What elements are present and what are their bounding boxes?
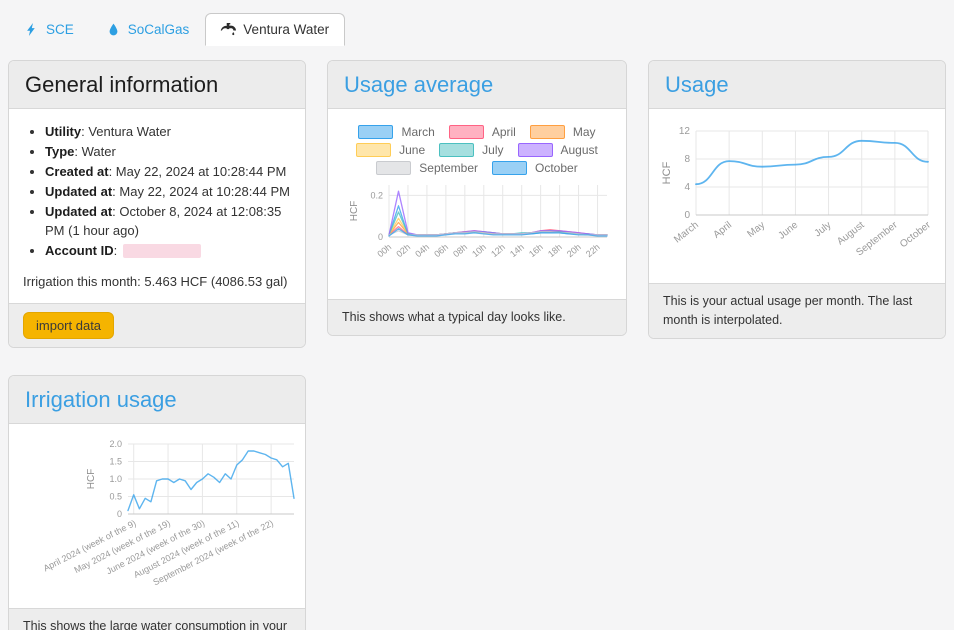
tab-label: Ventura Water xyxy=(243,22,330,37)
legend-item-october[interactable]: October xyxy=(492,161,578,176)
info-field-updated-at: Updated at: October 8, 2024 at 12:08:35 … xyxy=(45,203,291,240)
svg-text:12h: 12h xyxy=(489,242,507,259)
svg-text:March: March xyxy=(672,220,701,246)
general-info-header: General information xyxy=(9,61,305,110)
legend-row: June July August xyxy=(356,143,598,158)
utility-tabs: SCE SoCalGas Ventura Water xyxy=(0,0,954,46)
legend-item-august[interactable]: August xyxy=(517,143,598,158)
general-info-body: Utility: Ventura Water Type: Water Created… xyxy=(9,109,305,303)
irrigation-month-note: Irrigation this month: 5.463 HCF (4086.5… xyxy=(23,273,288,289)
svg-text:July: July xyxy=(813,220,834,240)
legend-item-april[interactable]: April xyxy=(448,125,516,140)
svg-text:18h: 18h xyxy=(546,242,564,259)
svg-text:April: April xyxy=(711,220,734,241)
svg-text:04h: 04h xyxy=(413,242,431,259)
legend-item-september[interactable]: September xyxy=(376,161,478,176)
svg-text:4: 4 xyxy=(684,182,690,193)
legend-swatch-may xyxy=(529,125,565,140)
legend-swatch-march xyxy=(358,125,394,140)
general-info-list: Utility: Ventura Water Type: Water Created… xyxy=(23,123,291,260)
usage-average-footer: This shows what a typical day looks like… xyxy=(328,299,626,336)
usage-title: Usage xyxy=(665,72,729,97)
legend-swatch-september xyxy=(376,161,412,176)
irrigation-header: Irrigation usage xyxy=(9,375,305,425)
tab-label: SCE xyxy=(46,22,74,37)
irrigation-footer: This shows the large water consumption i… xyxy=(9,608,305,630)
usage-header: Usage xyxy=(649,61,945,110)
svg-text:June: June xyxy=(776,220,800,242)
tab-socalgas[interactable]: SoCalGas xyxy=(90,13,206,46)
usage-average-title: Usage average xyxy=(344,72,494,97)
legend-swatch-august xyxy=(517,143,553,158)
svg-text:10h: 10h xyxy=(470,242,488,259)
general-info-footer: import data xyxy=(9,302,305,347)
legend-swatch-october xyxy=(492,161,527,176)
svg-text:8: 8 xyxy=(684,154,690,165)
import-data-button[interactable]: import data xyxy=(23,311,115,339)
droplet-icon xyxy=(106,22,121,37)
svg-text:1.0: 1.0 xyxy=(109,474,122,484)
legend-swatch-july xyxy=(439,143,475,158)
info-field-updated-at: Updated at: May 22, 2024 at 10:28:44 PM xyxy=(45,183,291,201)
redacted-account-id xyxy=(122,244,201,259)
svg-text:20h: 20h xyxy=(565,242,583,259)
svg-text:00h: 00h xyxy=(375,242,393,259)
info-field-type: Type: Water xyxy=(45,143,291,161)
svg-text:HCF: HCF xyxy=(661,162,673,185)
legend-swatch-april xyxy=(448,125,484,140)
svg-text:0.5: 0.5 xyxy=(109,492,122,502)
svg-text:1.5: 1.5 xyxy=(109,457,122,467)
svg-text:16h: 16h xyxy=(527,242,545,259)
usage-average-card: Usage average March April May June July Augus… xyxy=(327,60,627,337)
svg-text:14h: 14h xyxy=(508,242,526,259)
lightning-bolt-icon xyxy=(24,22,39,37)
svg-text:22h: 22h xyxy=(584,242,602,259)
legend-item-june[interactable]: June xyxy=(356,143,425,158)
info-field-created-at: Created at: May 22, 2024 at 10:28:44 PM xyxy=(45,163,291,181)
svg-text:2.0: 2.0 xyxy=(109,439,122,449)
usage-average-chart: 0 0.2 00h 02h 04h 06h 08h 10h 12h 14h 16h 18h 20h 22h… xyxy=(349,185,608,259)
tab-label: SoCalGas xyxy=(127,22,190,37)
faucet-icon xyxy=(221,22,237,37)
info-field-account-id: Account ID: xyxy=(45,242,291,260)
svg-text:0: 0 xyxy=(378,232,383,242)
irrigation-title: Irrigation usage xyxy=(25,386,177,412)
irrigation-usage-card: Irrigation usage 0 0.5 1.0 1.5 2.0 April 2024… xyxy=(8,374,306,630)
general-info-card: General information Utility: Ventura Wat… xyxy=(8,60,306,348)
usage-card: Usage 0 4 8 12 March April May June July August Se… xyxy=(648,60,946,339)
svg-text:12: 12 xyxy=(679,126,691,137)
svg-text:HCF: HCF xyxy=(349,201,360,222)
legend-item-july[interactable]: July xyxy=(439,143,504,158)
legend-row: March April May xyxy=(358,125,596,140)
svg-text:02h: 02h xyxy=(394,242,412,259)
usage-body: 0 4 8 12 March April May June July August Septembe… xyxy=(649,109,945,284)
cards-grid: General information Utility: Ventura Wat… xyxy=(8,60,946,630)
svg-text:0: 0 xyxy=(117,509,122,519)
svg-text:HCF: HCF xyxy=(86,469,97,490)
svg-text:08h: 08h xyxy=(451,242,469,259)
svg-text:06h: 06h xyxy=(432,242,450,259)
irrigation-body: 0 0.5 1.0 1.5 2.0 April 2024 (week of the 9) M… xyxy=(9,424,305,609)
info-field-utility: Utility: Ventura Water xyxy=(45,123,291,141)
tab-ventura-water[interactable]: Ventura Water xyxy=(205,13,346,46)
tab-sce[interactable]: SCE xyxy=(8,13,90,46)
usage-average-header: Usage average xyxy=(328,61,626,110)
svg-text:0: 0 xyxy=(684,210,690,221)
general-info-title: General information xyxy=(25,72,219,97)
usage-footer: This is your actual usage per month. The… xyxy=(649,283,945,338)
legend-row: September October xyxy=(376,161,578,176)
usage-average-legend: March April May June July August September Octo… xyxy=(342,125,612,176)
svg-text:0.2: 0.2 xyxy=(370,191,383,201)
svg-text:October: October xyxy=(898,220,933,251)
legend-item-may[interactable]: May xyxy=(529,125,596,140)
legend-swatch-june xyxy=(356,143,392,158)
svg-text:May: May xyxy=(745,220,767,240)
usage-average-body: March April May June July August September Octo… xyxy=(328,109,626,300)
legend-item-march[interactable]: March xyxy=(358,125,435,140)
